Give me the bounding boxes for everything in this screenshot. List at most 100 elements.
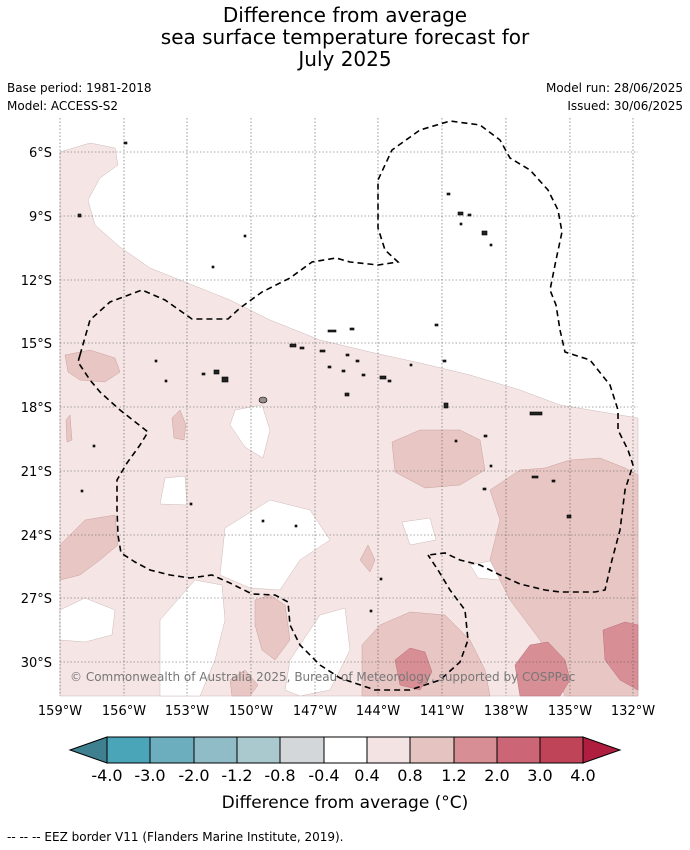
- island: [489, 243, 493, 247]
- anomaly-region-0.8-1.2: [359, 544, 376, 573]
- colorbar-bin: [323, 736, 368, 764]
- lat-label: 27°S: [21, 592, 52, 607]
- island: [294, 524, 298, 528]
- model-run: Model run: 28/06/2025: [545, 81, 683, 95]
- meta-left: Base period: 1981-2018 Model: ACCESS-S2: [7, 79, 152, 115]
- anomaly-region-1.2-2.0: [602, 621, 639, 691]
- colorbar-tick: 0.8: [397, 766, 423, 785]
- neutral-patch: [284, 607, 351, 697]
- neutral-patch: [219, 499, 331, 591]
- island: [551, 479, 556, 483]
- colorbar-extend-high: [582, 736, 622, 764]
- colorbar-tick: 1.2: [441, 766, 467, 785]
- lat-label: 6°S: [29, 146, 52, 161]
- chart-title: Difference from average sea surface temp…: [0, 4, 690, 70]
- island: [221, 376, 229, 383]
- island: [529, 411, 543, 416]
- colorbar-bin: [409, 736, 455, 764]
- islands: [77, 141, 572, 613]
- anomaly-region-0.8-1.2: [254, 594, 291, 661]
- lat-label: 9°S: [29, 210, 52, 225]
- island: [566, 514, 572, 519]
- island: [481, 230, 488, 236]
- colorbar-bin: [106, 736, 151, 764]
- lon-label: 156°W: [102, 704, 146, 719]
- longitude-labels: 159°W 156°W 153°W 150°W 147°W 144°W 141°…: [38, 704, 655, 719]
- island: [327, 329, 337, 333]
- issued-date: Issued: 30/06/2025: [567, 99, 683, 113]
- colorbar-tick: 4.0: [570, 766, 596, 785]
- lat-label: 12°S: [21, 274, 52, 289]
- island: [327, 365, 332, 369]
- colorbar: [68, 736, 622, 764]
- island: [531, 475, 539, 479]
- colorbar-tick: -1.2: [221, 766, 253, 785]
- island: [289, 343, 297, 348]
- lon-label: 144°W: [356, 704, 400, 719]
- lat-label: 18°S: [21, 401, 52, 416]
- island: [434, 323, 439, 327]
- lon-label: 147°W: [293, 704, 337, 719]
- model-name: Model: ACCESS-S2: [7, 99, 119, 113]
- colorbar-bin: [496, 736, 541, 764]
- lon-label: 150°W: [229, 704, 273, 719]
- island: [387, 379, 392, 383]
- anomaly-region-0.8-1.2: [361, 611, 491, 697]
- lat-label: 21°S: [21, 465, 52, 480]
- island: [261, 519, 265, 523]
- colorbar-bin: [236, 736, 281, 764]
- base-period: Base period: 1981-2018: [7, 81, 152, 95]
- anomaly-region-0.8-1.2: [489, 457, 639, 697]
- lon-label: 159°W: [38, 704, 82, 719]
- neutral-patch: [229, 404, 271, 459]
- meta-right: Model run: 28/06/2025 Issued: 30/06/2025: [546, 79, 683, 115]
- island: [189, 502, 193, 506]
- colorbar-bin: [366, 736, 411, 764]
- island: [319, 349, 326, 353]
- island: [489, 464, 493, 468]
- anomaly-region-0.8-1.2: [391, 429, 486, 489]
- island: [211, 265, 215, 269]
- island: [164, 379, 168, 383]
- lon-label: 138°W: [484, 704, 528, 719]
- copyright-notice: © Commonwealth of Australia 2025, Bureau…: [70, 670, 575, 684]
- lat-label: 15°S: [21, 337, 52, 352]
- island: [467, 213, 472, 217]
- lat-label: 24°S: [21, 529, 52, 544]
- eez-border-cook-islands-north: [79, 120, 634, 593]
- lat-label: 30°S: [21, 656, 52, 671]
- eez-footnote: -- -- -- EEZ border V11 (Flanders Marine…: [7, 830, 344, 844]
- colorbar-tick: -3.0: [134, 766, 166, 785]
- lon-label: 132°W: [611, 704, 655, 719]
- island: [355, 359, 360, 363]
- island: [341, 369, 346, 373]
- island: [213, 369, 220, 375]
- colorbar-extend-low: [68, 736, 108, 764]
- island: [446, 192, 451, 196]
- anomaly-region-1.2-2.0: [394, 647, 433, 691]
- island: [409, 363, 413, 367]
- island: [379, 577, 383, 581]
- island: [92, 444, 96, 448]
- colorbar-tick: -2.0: [178, 766, 210, 785]
- colorbar-bin: [193, 736, 238, 764]
- lon-label: 153°W: [165, 704, 209, 719]
- colorbar-bin: [149, 736, 195, 764]
- lon-label: 135°W: [548, 704, 592, 719]
- island: [459, 222, 463, 226]
- island: [345, 353, 350, 357]
- island: [201, 372, 206, 376]
- anomaly-region-0.8-1.2: [171, 409, 187, 441]
- anomaly-region-0.8-1.2: [59, 514, 119, 581]
- island: [361, 373, 366, 377]
- island: [258, 396, 268, 404]
- eez-borders: [77, 120, 634, 691]
- eez-border-cook-islands-south: [77, 354, 469, 691]
- island: [80, 489, 84, 493]
- anomaly-region-1.2-2.0: [514, 641, 571, 697]
- colorbar-bin: [539, 736, 584, 764]
- colorbar-tick: -4.0: [91, 766, 123, 785]
- colorbar-bin: [279, 736, 325, 764]
- colorbar-tick: -0.8: [264, 766, 296, 785]
